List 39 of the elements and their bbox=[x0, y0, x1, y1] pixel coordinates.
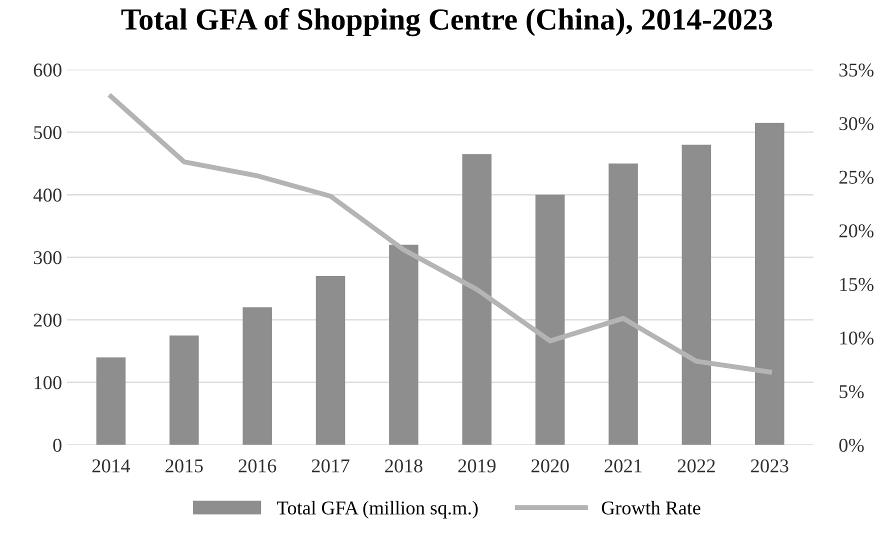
y2-tick-label: 0% bbox=[839, 438, 864, 452]
x-tick-label: 2014 bbox=[92, 459, 130, 472]
x-tick-label: 2018 bbox=[385, 459, 422, 472]
y2-tick-label: 20% bbox=[839, 224, 874, 238]
bar bbox=[242, 307, 272, 445]
bar bbox=[462, 154, 492, 445]
legend-label: Total GFA (million sq.m.) bbox=[277, 500, 478, 518]
y-tick-label: 100 bbox=[34, 376, 62, 390]
y-tick-label: 0 bbox=[53, 438, 62, 452]
y-tick-label: 600 bbox=[34, 63, 62, 77]
y-tick-label: 200 bbox=[34, 314, 62, 327]
x-tick-label: 2021 bbox=[604, 459, 642, 472]
x-tick-label: 2023 bbox=[751, 459, 788, 472]
bar bbox=[96, 357, 126, 445]
bar bbox=[535, 194, 565, 445]
y-tick-label: 400 bbox=[33, 188, 62, 202]
bar bbox=[170, 335, 199, 445]
bar bbox=[682, 144, 712, 445]
y2-tick-label: 15% bbox=[840, 278, 874, 292]
y2-tick-label: 10% bbox=[840, 331, 874, 345]
x-tick-label: 2020 bbox=[531, 459, 569, 472]
line-series bbox=[108, 94, 772, 374]
chart-title: Total GFA of Shopping Centre (China), 2014-2023 bbox=[121, 8, 772, 36]
x-tick-label: 2017 bbox=[312, 459, 350, 472]
bar bbox=[316, 276, 346, 445]
y2-tick-label: 25% bbox=[839, 170, 874, 184]
y2-tick-label: 35% bbox=[839, 63, 874, 77]
bar bbox=[608, 163, 638, 445]
y-tick-label: 300 bbox=[34, 251, 62, 264]
y2-tick-label: 30% bbox=[839, 117, 874, 130]
bar bbox=[389, 244, 418, 445]
y2-tick-label: 5% bbox=[840, 385, 864, 398]
x-tick-label: 2019 bbox=[458, 459, 496, 472]
y-tick-label: 500 bbox=[34, 126, 62, 140]
legend-label: Growth Rate bbox=[602, 500, 700, 515]
x-tick-label: 2016 bbox=[238, 459, 276, 472]
x-tick-label: 2015 bbox=[166, 459, 203, 472]
x-tick-label: 2022 bbox=[678, 459, 715, 472]
bar bbox=[754, 122, 784, 445]
